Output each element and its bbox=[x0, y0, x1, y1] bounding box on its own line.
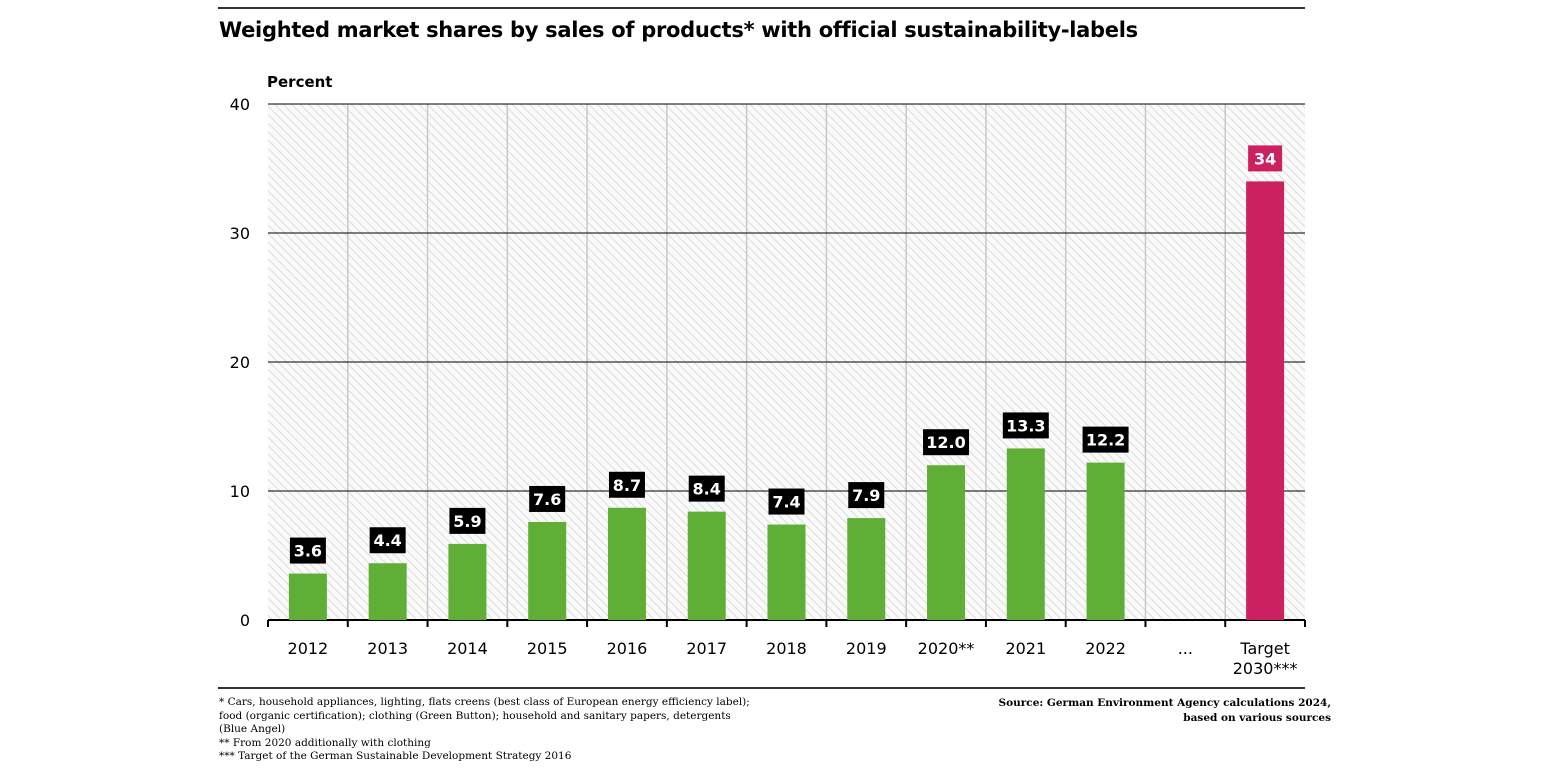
data-label-box bbox=[289, 537, 326, 564]
x-tick-label: 2019 bbox=[846, 639, 887, 658]
x-tick-label: 2017 bbox=[686, 639, 727, 658]
bar bbox=[528, 521, 567, 620]
x-tick-label: Target bbox=[1239, 639, 1290, 658]
data-label: 34 bbox=[1254, 149, 1276, 168]
data-label-box bbox=[688, 475, 725, 502]
bar bbox=[847, 518, 886, 620]
bar bbox=[288, 573, 327, 620]
data-label-box bbox=[1002, 412, 1049, 439]
top-rule bbox=[218, 7, 1305, 9]
y-axis-label: Percent bbox=[267, 73, 332, 91]
data-label: 8.7 bbox=[613, 476, 641, 495]
x-tick-label: 2020** bbox=[918, 639, 975, 658]
data-label: 7.9 bbox=[852, 486, 880, 505]
data-label: 7.4 bbox=[772, 493, 800, 512]
x-tick-label: 2013 bbox=[367, 639, 408, 658]
footnote: * Cars, household appliances, lighting, … bbox=[219, 696, 750, 708]
target-bar bbox=[1246, 181, 1285, 620]
data-label: 7.6 bbox=[533, 490, 561, 509]
y-tick-label: 20 bbox=[230, 353, 250, 372]
data-label: 8.4 bbox=[693, 480, 721, 499]
y-tick-label: 10 bbox=[230, 482, 250, 501]
footnotes: * Cars, household appliances, lighting, … bbox=[219, 696, 750, 764]
y-tick-label: 40 bbox=[230, 95, 250, 114]
bar bbox=[368, 563, 407, 620]
y-tick-label: 0 bbox=[240, 611, 250, 630]
data-label-box bbox=[369, 527, 406, 554]
source-note: Source: German Environment Agency calcul… bbox=[999, 696, 1331, 726]
data-label-box bbox=[1248, 145, 1283, 172]
x-tick-label: ... bbox=[1178, 639, 1193, 658]
x-tick-label: 2016 bbox=[607, 639, 648, 658]
x-tick-label: 2012 bbox=[288, 639, 329, 658]
footnote: food (organic certification); clothing (… bbox=[219, 709, 731, 722]
bar bbox=[687, 511, 726, 620]
bar bbox=[767, 524, 806, 620]
data-label-box bbox=[608, 471, 645, 498]
data-label: 5.9 bbox=[453, 512, 481, 531]
data-label: 12.2 bbox=[1086, 431, 1125, 450]
footnote: ** From 2020 additionally with clothing bbox=[219, 736, 431, 749]
x-tick-label: 2021 bbox=[1005, 639, 1046, 658]
x-tick-label: 2030*** bbox=[1233, 659, 1298, 678]
data-label: 3.6 bbox=[294, 542, 322, 561]
data-label: 12.0 bbox=[926, 433, 965, 452]
source-line: Source: German Environment Agency calcul… bbox=[998, 697, 1331, 709]
x-tick-label: 2018 bbox=[766, 639, 807, 658]
bar bbox=[1006, 448, 1045, 620]
y-tick-label: 30 bbox=[230, 224, 250, 243]
x-tick-label: 2015 bbox=[527, 639, 568, 658]
chart-title: Weighted market shares by sales of produ… bbox=[219, 18, 1138, 42]
footnote: (Blue Angel) bbox=[219, 723, 286, 735]
data-label-box bbox=[449, 507, 486, 534]
data-label-box bbox=[848, 482, 885, 509]
data-label-box bbox=[923, 429, 970, 456]
x-tick-label: 2014 bbox=[447, 639, 488, 658]
bar bbox=[1086, 462, 1125, 620]
bar bbox=[448, 543, 487, 620]
bar bbox=[607, 507, 646, 620]
x-tick-label: 2022 bbox=[1085, 639, 1126, 658]
data-label: 13.3 bbox=[1006, 416, 1045, 435]
bar bbox=[927, 465, 966, 620]
data-label-box bbox=[768, 488, 805, 515]
data-label: 4.4 bbox=[373, 531, 401, 550]
data-label-box bbox=[1082, 426, 1129, 453]
source-line: based on various sources bbox=[1183, 712, 1331, 724]
footnote: *** Target of the German Sustainable Dev… bbox=[219, 750, 572, 762]
data-label-box bbox=[529, 485, 566, 512]
